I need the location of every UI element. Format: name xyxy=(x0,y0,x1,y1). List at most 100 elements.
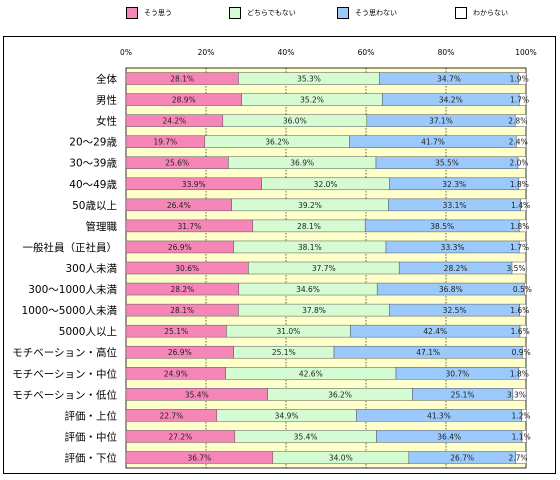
data-label: 25.1% xyxy=(272,348,296,357)
legend-item: そう思わない xyxy=(337,6,397,20)
data-label: 36.7% xyxy=(187,453,211,462)
bar-segment xyxy=(514,114,527,127)
bar-segment xyxy=(521,409,527,422)
data-label: 42.6% xyxy=(299,369,323,378)
data-label: 25.6% xyxy=(165,159,189,168)
category-label: 女性 xyxy=(96,115,117,128)
data-label: 34.0% xyxy=(329,453,353,462)
data-label: 26.9% xyxy=(168,348,192,357)
data-label: 0.5% xyxy=(513,285,532,294)
legend-swatch xyxy=(337,7,349,19)
data-label: 36.0% xyxy=(283,117,307,126)
x-tick-label: 40% xyxy=(278,48,295,57)
data-label: 35.3% xyxy=(297,75,321,84)
data-label: 30.6% xyxy=(175,264,199,273)
bar-segment xyxy=(515,451,527,464)
data-label: 1.9% xyxy=(510,75,529,84)
data-label: 25.1% xyxy=(164,327,188,336)
data-label: 35.2% xyxy=(300,96,324,105)
data-label: 31.0% xyxy=(276,327,300,336)
data-label: 37.7% xyxy=(312,264,336,273)
data-label: 28.2% xyxy=(444,264,468,273)
legend: そう思う どちらでもない そう思わない わからない xyxy=(0,0,560,26)
bar-segment xyxy=(518,72,527,85)
data-label: 33.1% xyxy=(443,201,467,210)
legend-swatch xyxy=(126,7,138,19)
data-label: 1.6% xyxy=(511,327,530,336)
data-label: 34.6% xyxy=(296,285,320,294)
data-label: 2.7% xyxy=(508,453,527,462)
data-label: 35.4% xyxy=(294,432,318,441)
bar-segment xyxy=(516,135,527,148)
category-label: 一般社員（正社員） xyxy=(23,241,118,254)
category-label: 5000人以上 xyxy=(59,326,117,338)
data-label: 1.7% xyxy=(510,243,529,252)
data-label: 1.8% xyxy=(510,369,529,378)
data-label: 42.4% xyxy=(423,327,447,336)
data-label: 22.7% xyxy=(159,411,183,420)
bar-segment xyxy=(521,430,527,443)
category-label: 300～1000人未満 xyxy=(28,284,117,296)
category-label: 評価・上位 xyxy=(65,409,118,422)
data-label: 28.2% xyxy=(170,285,194,294)
x-tick-label: 20% xyxy=(198,48,215,57)
data-label: 32.5% xyxy=(443,306,467,315)
data-label: 1.8% xyxy=(510,180,529,189)
legend-item: どちらでもない xyxy=(229,6,296,20)
bar-segment xyxy=(518,93,527,106)
bar-segment xyxy=(511,261,527,275)
category-label: 20～29歳 xyxy=(69,137,117,149)
data-label: 39.2% xyxy=(298,201,322,210)
data-label: 28.9% xyxy=(172,96,196,105)
data-label: 36.2% xyxy=(265,138,289,147)
data-label: 28.1% xyxy=(170,75,194,84)
data-label: 24.9% xyxy=(164,369,188,378)
data-label: 33.3% xyxy=(441,243,465,252)
category-label: 管理職 xyxy=(86,220,118,233)
data-label: 25.1% xyxy=(451,390,475,399)
x-tick-label: 80% xyxy=(438,48,455,57)
data-label: 27.2% xyxy=(168,432,192,441)
data-label: 19.7% xyxy=(153,138,177,147)
bar-segment xyxy=(524,282,527,296)
legend-label: そう思わない xyxy=(355,9,397,17)
data-label: 38.5% xyxy=(430,222,454,231)
bar-segment xyxy=(517,156,527,169)
x-tick-label: 0% xyxy=(120,48,132,57)
data-label: 47.1% xyxy=(416,348,440,357)
data-label: 3.3% xyxy=(507,390,526,399)
data-label: 36.8% xyxy=(439,285,463,294)
category-label: モチベーション・中位 xyxy=(12,367,117,380)
data-label: 32.3% xyxy=(442,180,466,189)
x-tick-label: 60% xyxy=(358,48,375,57)
data-label: 36.2% xyxy=(328,390,352,399)
category-label: 全体 xyxy=(96,73,117,86)
data-label: 28.1% xyxy=(170,306,194,315)
data-label: 1.2% xyxy=(511,411,530,420)
legend-swatch xyxy=(455,7,467,19)
data-label: 26.9% xyxy=(168,243,192,252)
category-label: 300人未満 xyxy=(65,263,117,275)
data-label: 2.4% xyxy=(509,138,528,147)
data-label: 30.7% xyxy=(445,369,469,378)
bar-segment xyxy=(518,240,527,254)
data-label: 31.7% xyxy=(177,222,201,231)
data-label: 35.4% xyxy=(185,390,209,399)
data-label: 0.9% xyxy=(512,348,531,357)
data-label: 2.0% xyxy=(509,159,528,168)
plot-frame xyxy=(3,36,556,474)
data-label: 1.8% xyxy=(510,222,529,231)
data-label: 3.5% xyxy=(506,264,525,273)
bar-segment xyxy=(519,303,527,317)
data-label: 37.1% xyxy=(429,117,453,126)
data-label: 41.3% xyxy=(427,411,451,420)
data-label: 1.7% xyxy=(510,96,529,105)
category-label: 評価・中位 xyxy=(65,430,118,443)
bar-segment xyxy=(522,345,527,359)
legend-label: そう思う xyxy=(144,9,172,17)
legend-item: そう思う xyxy=(126,6,172,20)
legend-swatch xyxy=(229,7,241,19)
data-label: 34.7% xyxy=(437,75,461,84)
